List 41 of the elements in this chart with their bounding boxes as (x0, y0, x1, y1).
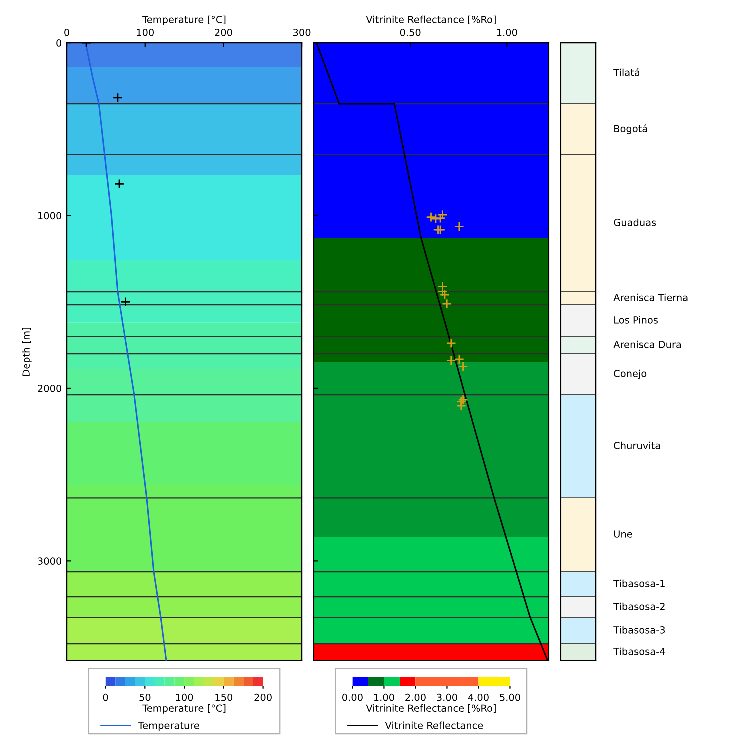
series-label: Tilatá (614, 68, 640, 76)
color-bar-label: 4.00 (468, 694, 489, 702)
color-bar-label: 1.00 (374, 694, 394, 702)
color-bar-label: 100 (176, 694, 194, 702)
color-bar-label: 0 (103, 694, 108, 702)
series-label: Tibasosa-4 (614, 648, 666, 656)
x-tick-label: 100 (137, 28, 154, 36)
color-bar-title: Vitrinite Reflectance [%Ro] (366, 704, 496, 714)
series-label: Los Pinos (614, 316, 658, 324)
series-label: Une (614, 530, 632, 538)
series-label: Churuvita (614, 442, 660, 450)
x-tick-label: 1.00 (497, 28, 518, 36)
series-label: Conejo (614, 370, 647, 380)
y-tick-label: 2000 (38, 384, 62, 392)
color-bar-label: 2.00 (406, 694, 426, 702)
x-axis-title: Temperature [°C] (142, 16, 226, 26)
y-tick-label: 1000 (38, 212, 62, 220)
series-label: Bogotá (614, 124, 648, 134)
x-tick-label: 0 (64, 28, 70, 36)
color-bar-label: 0.00 (342, 694, 363, 702)
x-tick-label: 200 (215, 28, 232, 36)
y-tick-label: 0 (56, 40, 62, 47)
legend-label: Temperature (138, 722, 200, 732)
color-bar-title: Temperature [°C] (142, 704, 226, 714)
series-label: Tibasosa-2 (614, 602, 665, 610)
color-bar-label: 5.00 (500, 694, 520, 702)
series-label: Tibasosa-3 (614, 626, 666, 634)
y-axis-title: Depth [m] (22, 328, 32, 376)
legend-label: Vitrinite Reflectance (385, 722, 484, 730)
series-label: Arenisca Tierna (614, 294, 688, 302)
series-label: Tibasosa-1 (614, 580, 665, 588)
series-label: Guaduas (614, 218, 656, 226)
color-bar-label: 3.00 (437, 694, 458, 702)
color-bar-label: 50 (140, 694, 151, 702)
y-tick-label: 3000 (38, 558, 62, 566)
color-bar-label: 200 (254, 694, 272, 702)
color-bar-label: 150 (216, 694, 233, 702)
x-tick-label: 0.50 (400, 28, 421, 36)
x-axis-title: Vitrinite Reflectance [%Ro] (366, 16, 496, 25)
series-label: Arenisca Dura (614, 340, 682, 348)
x-tick-label: 300 (294, 28, 311, 36)
